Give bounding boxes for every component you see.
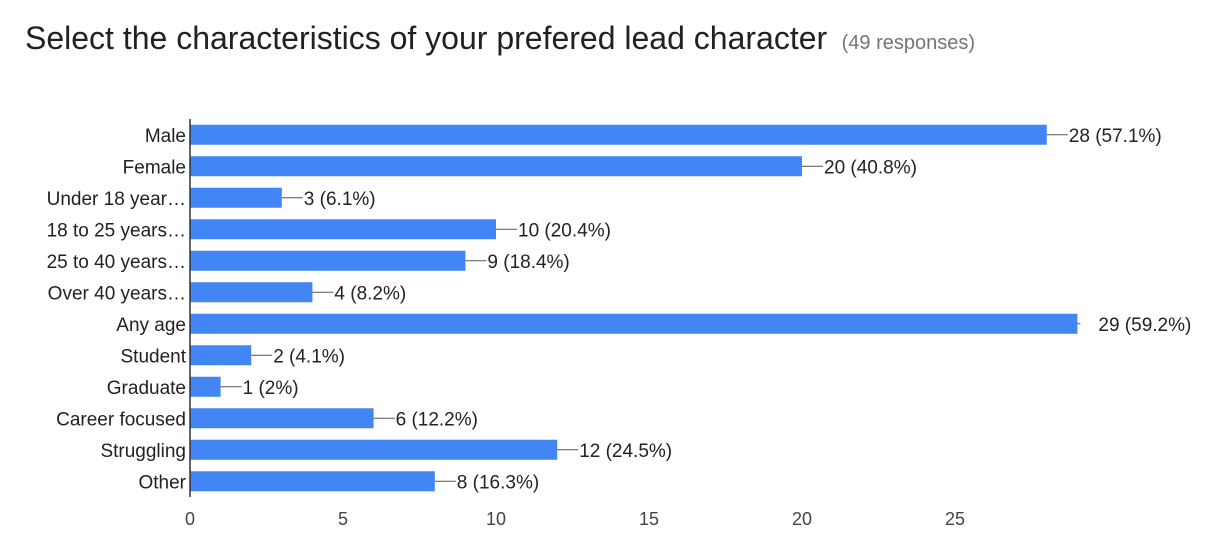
chart-header: Select the characteristics of your prefe… (25, 20, 975, 57)
bar (190, 376, 221, 397)
bar (190, 187, 282, 208)
category-label: Other (138, 472, 186, 493)
chart-title: Select the characteristics of your prefe… (25, 20, 828, 56)
bar (190, 219, 496, 240)
bar (190, 313, 1078, 334)
data-label: 9 (18.4%) (487, 252, 569, 273)
data-label: 1 (2%) (243, 378, 299, 399)
x-tick-label: 0 (185, 509, 195, 529)
data-label: 12 (24.5%) (579, 441, 672, 462)
x-tick-label: 5 (338, 509, 348, 529)
bar (190, 408, 374, 429)
data-label: 2 (4.1%) (273, 346, 345, 367)
data-label: 10 (20.4%) (518, 220, 611, 241)
category-label: Struggling (100, 441, 186, 462)
data-label: 8 (16.3%) (457, 472, 539, 493)
category-label: Female (123, 157, 186, 178)
data-label: 6 (12.2%) (396, 409, 478, 430)
category-label: Any age (116, 315, 186, 336)
x-tick-label: 15 (639, 509, 659, 529)
data-label: 29 (59.2%) (1098, 315, 1191, 336)
bar (190, 471, 435, 492)
category-label: Career focused (56, 409, 186, 430)
bar (190, 156, 802, 177)
bar (190, 282, 313, 303)
data-label: 4 (8.2%) (334, 283, 406, 304)
x-tick-label: 10 (486, 509, 506, 529)
data-label: 28 (57.1%) (1069, 126, 1162, 147)
x-tick-label: 25 (945, 509, 965, 529)
bar (190, 345, 252, 366)
category-label: Over 40 years… (48, 283, 186, 304)
data-label: 20 (40.8%) (824, 157, 917, 178)
bar (190, 124, 1047, 145)
bar (190, 250, 466, 271)
category-label: Student (121, 346, 187, 367)
category-label: 18 to 25 years… (47, 220, 186, 241)
x-tick-label: 20 (792, 509, 812, 529)
category-label: Graduate (107, 378, 186, 399)
category-label: Male (145, 126, 186, 147)
category-label: Under 18 year… (47, 189, 186, 210)
data-label: 3 (6.1%) (304, 189, 376, 210)
category-label: 25 to 40 years… (47, 252, 186, 273)
bar (190, 439, 558, 460)
response-count: (49 responses) (841, 32, 976, 54)
